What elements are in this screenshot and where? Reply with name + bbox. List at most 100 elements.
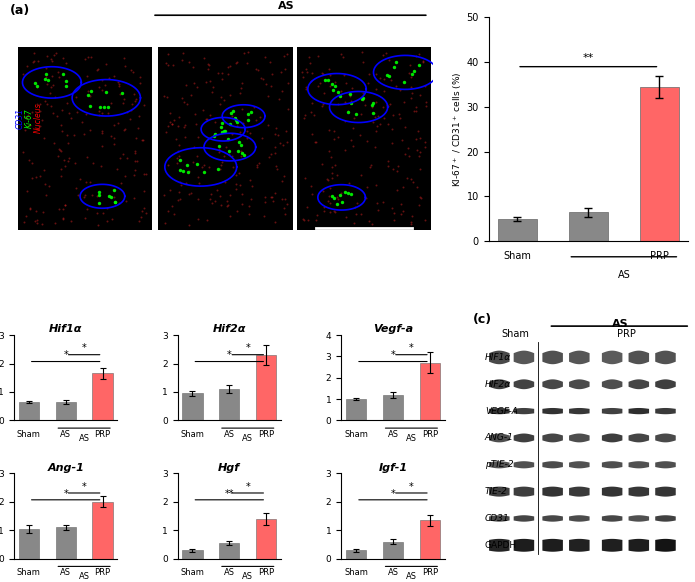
Polygon shape — [569, 515, 589, 521]
Point — [34, 172, 45, 181]
Point — [19, 125, 31, 134]
Point — [302, 215, 313, 225]
Point — [245, 128, 256, 137]
Point — [133, 123, 144, 133]
Point — [115, 178, 126, 187]
Point — [59, 201, 70, 210]
Point — [48, 51, 59, 60]
Point — [222, 200, 234, 210]
Polygon shape — [542, 408, 563, 414]
Point — [101, 216, 113, 225]
Point — [407, 212, 418, 221]
Point — [277, 176, 288, 186]
Point — [179, 120, 190, 130]
Point — [357, 95, 368, 104]
Polygon shape — [569, 408, 589, 414]
Point — [340, 116, 351, 126]
Point — [118, 53, 129, 62]
Point — [374, 73, 385, 83]
Point — [215, 93, 226, 102]
Point — [25, 204, 36, 214]
Point — [236, 140, 247, 150]
Point — [348, 123, 359, 133]
Point — [265, 192, 277, 201]
Point — [110, 198, 121, 207]
Point — [328, 134, 339, 143]
Point — [202, 64, 213, 73]
Point — [413, 49, 424, 59]
Point — [222, 63, 234, 72]
Point — [164, 108, 175, 118]
Point — [406, 219, 417, 228]
Point — [241, 126, 252, 135]
Point — [44, 88, 56, 98]
Point — [202, 114, 213, 123]
Point — [322, 76, 334, 85]
Polygon shape — [602, 379, 623, 389]
Point — [320, 76, 331, 85]
Point — [339, 187, 350, 197]
Point — [225, 119, 236, 129]
Point — [358, 88, 369, 97]
Polygon shape — [655, 487, 676, 496]
Point — [83, 91, 94, 100]
Point — [20, 112, 31, 122]
Point — [415, 90, 426, 100]
Point — [129, 165, 140, 175]
Point — [45, 102, 56, 111]
Point — [17, 69, 28, 79]
Point — [47, 80, 58, 90]
Point — [236, 148, 247, 158]
Point — [339, 146, 350, 155]
Point — [103, 108, 114, 118]
Point — [405, 72, 416, 81]
Point — [43, 182, 54, 191]
Polygon shape — [628, 461, 649, 469]
Point — [317, 102, 328, 111]
Bar — [256, 519, 277, 559]
Point — [173, 187, 184, 197]
Point — [301, 67, 312, 76]
Text: Sham: Sham — [502, 329, 530, 339]
Bar — [219, 543, 240, 559]
Point — [348, 113, 359, 122]
Point — [117, 88, 128, 98]
Point — [29, 217, 40, 226]
Point — [346, 135, 357, 144]
Polygon shape — [514, 379, 534, 389]
Bar — [18, 47, 152, 230]
Polygon shape — [489, 461, 509, 469]
Point — [102, 203, 113, 212]
Point — [264, 152, 275, 162]
Point — [205, 189, 216, 198]
Point — [184, 166, 195, 176]
Point — [51, 112, 63, 121]
Point — [32, 218, 43, 228]
Point — [49, 93, 60, 102]
Point — [219, 177, 230, 186]
Point — [283, 79, 294, 88]
Point — [176, 181, 187, 190]
Point — [190, 109, 201, 118]
Point — [81, 109, 92, 119]
Point — [214, 191, 225, 200]
Point — [277, 194, 288, 204]
Point — [347, 83, 358, 93]
Point — [388, 216, 399, 225]
Point — [366, 100, 377, 109]
Point — [35, 99, 46, 108]
Point — [272, 165, 283, 174]
Point — [136, 213, 147, 222]
Point — [404, 151, 415, 161]
Point — [306, 189, 318, 198]
Text: pTIE-2: pTIE-2 — [485, 460, 514, 469]
Point — [217, 69, 228, 78]
Point — [231, 179, 242, 189]
Text: *: * — [409, 343, 414, 353]
Point — [224, 212, 236, 221]
Point — [335, 91, 346, 101]
Point — [38, 133, 49, 143]
Point — [130, 156, 141, 165]
Point — [136, 135, 147, 144]
Point — [411, 146, 423, 155]
